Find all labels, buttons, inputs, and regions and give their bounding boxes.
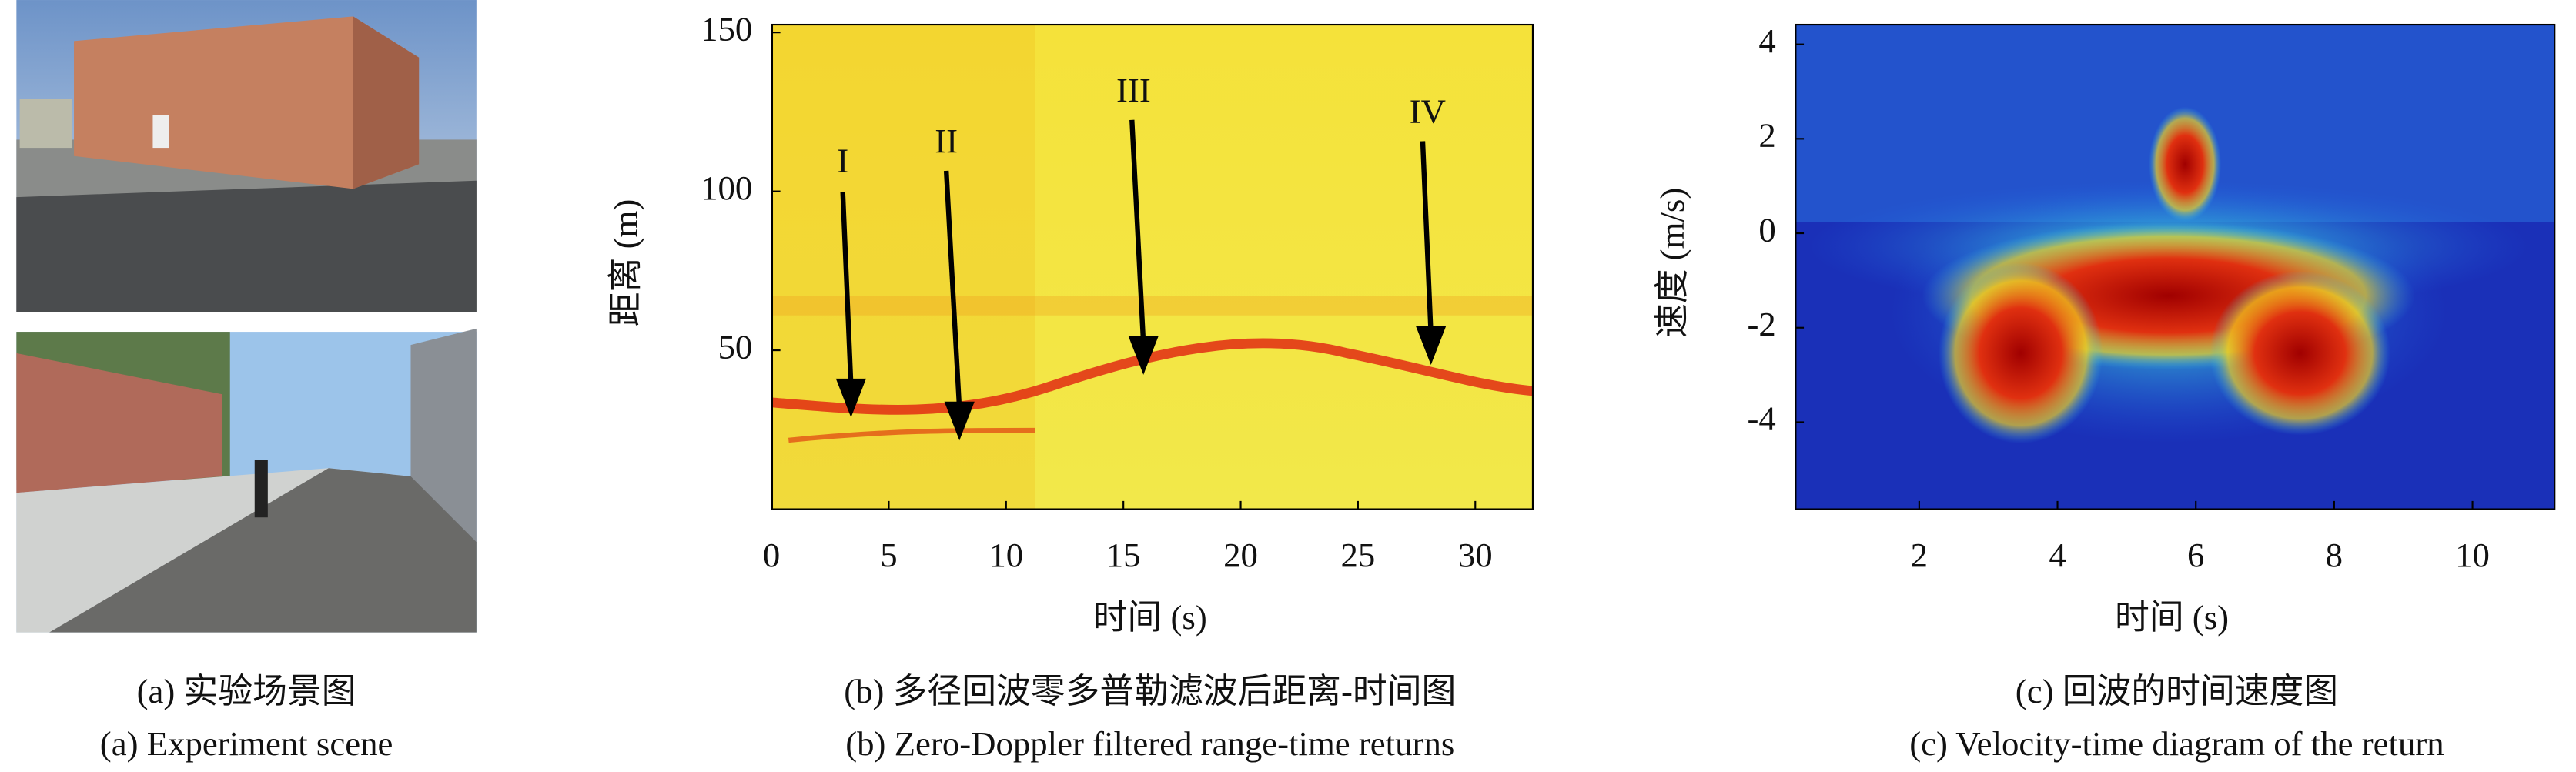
- x-tick-label: 6: [2187, 536, 2204, 574]
- y-axis-label: 距离 (m): [607, 199, 645, 326]
- x-axis-label: 时间 (s): [1093, 598, 1207, 637]
- x-tick-label: 10: [2455, 536, 2490, 574]
- y-tick-label: 150: [701, 9, 752, 48]
- y-tick-label: 4: [1758, 22, 1775, 60]
- annotation: IV: [1410, 92, 1446, 131]
- y-axis-label: 速度 (m/s): [1653, 188, 1691, 338]
- y-tick-label: -2: [1747, 305, 1775, 343]
- caption-en: (b) Zero-Doppler filtered range-time ret…: [845, 724, 1454, 763]
- caption-en: (c) Velocity-time diagram of the return: [1909, 724, 2444, 763]
- velocity-time-map: [1795, 23, 2556, 510]
- x-tick-label: 0: [763, 536, 780, 574]
- caption-zh: (c) 回波的时间速度图: [2016, 672, 2338, 710]
- y-tick-label: 0: [1758, 210, 1775, 249]
- y-tick-label: 50: [718, 327, 753, 366]
- x-tick-label: 15: [1106, 536, 1141, 574]
- x-tick-label: 5: [880, 536, 897, 574]
- annotation: III: [1116, 71, 1151, 109]
- x-tick-label: 25: [1341, 536, 1376, 574]
- photo-bottom: [16, 328, 477, 633]
- x-tick-label: 30: [1458, 536, 1493, 574]
- y-tick-label: 2: [1758, 116, 1775, 155]
- x-tick-label: 20: [1223, 536, 1258, 574]
- y-tick-label: -4: [1747, 399, 1775, 438]
- x-tick-label: 8: [2326, 536, 2343, 574]
- annotation: I: [837, 142, 848, 180]
- caption-zh: (b) 多径回波零多普勒滤波后距离-时间图: [844, 672, 1456, 710]
- caption-zh: (a) 实验场景图: [137, 672, 356, 710]
- annotation: II: [935, 122, 958, 160]
- x-tick-label: 2: [1911, 536, 1928, 574]
- x-tick-label: 4: [2049, 536, 2066, 574]
- x-tick-label: 10: [989, 536, 1023, 574]
- x-axis-label: 时间 (s): [2115, 598, 2229, 637]
- arrows: [835, 119, 1447, 441]
- y-tick-label: 100: [701, 169, 752, 207]
- photo-top: [16, 0, 477, 312]
- range-time-map: [771, 23, 1534, 510]
- caption-en: (a) Experiment scene: [100, 724, 393, 763]
